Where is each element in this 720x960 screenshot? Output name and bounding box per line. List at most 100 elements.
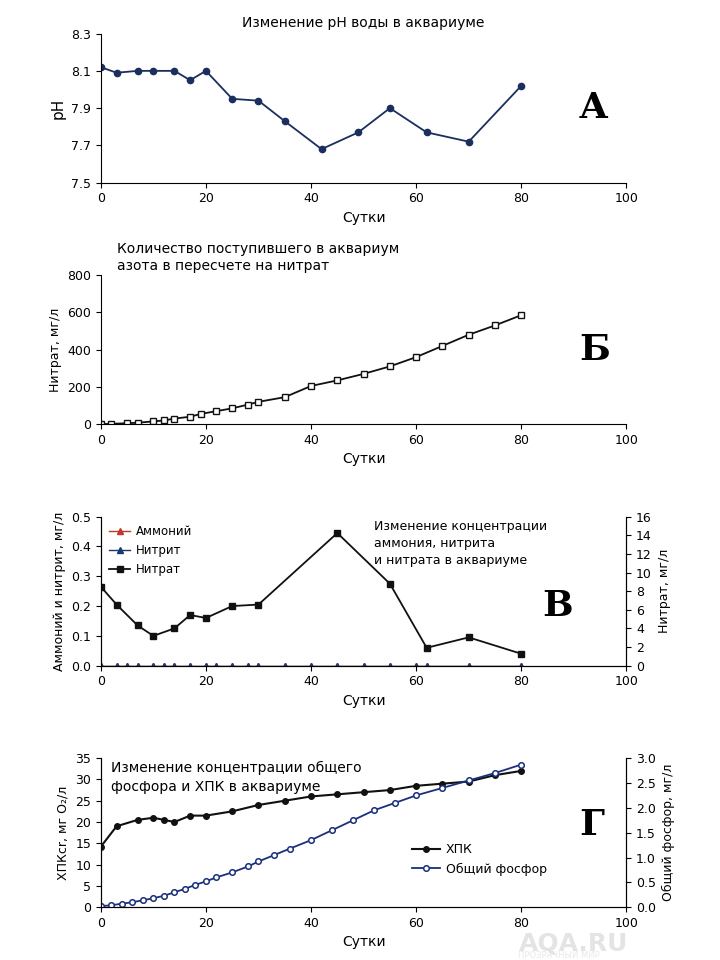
ХПК <box>438 778 446 789</box>
Общий фосфор <box>391 797 400 808</box>
Нитрат <box>202 612 210 624</box>
Общий фосфор <box>170 886 179 898</box>
Y-axis label: ХПКcr, мг O₂/л: ХПКcr, мг O₂/л <box>57 785 70 879</box>
ХПК <box>112 821 121 832</box>
ХПК <box>228 805 236 817</box>
Text: Г: Г <box>579 808 604 842</box>
Нитрат <box>96 581 105 592</box>
Y-axis label: pH: pH <box>50 98 66 119</box>
Нитрат <box>254 599 263 611</box>
ХПК <box>307 791 315 803</box>
Нитрит <box>333 660 342 671</box>
Общий фосфор <box>286 843 294 854</box>
Нитрит <box>160 660 168 671</box>
Y-axis label: Нитрат, мг/л: Нитрат, мг/л <box>657 549 670 634</box>
Нитрат <box>333 527 342 539</box>
Общий фосфор <box>96 900 105 912</box>
Аммоний <box>170 660 179 671</box>
Line: Нитрит: Нитрит <box>97 662 525 669</box>
Нитрит <box>359 660 368 671</box>
ХПК <box>133 814 142 826</box>
Общий фосфор <box>307 834 315 846</box>
Аммоний <box>149 660 158 671</box>
Title: Изменение pH воды в аквариуме: Изменение pH воды в аквариуме <box>243 15 485 30</box>
Аммоний <box>122 660 132 671</box>
Общий фосфор <box>243 861 252 873</box>
ХПК <box>149 812 158 824</box>
ХПК <box>281 795 289 806</box>
X-axis label: Сутки: Сутки <box>342 694 385 708</box>
Общий фосфор <box>412 790 420 802</box>
Аммоний <box>333 660 342 671</box>
Line: Общий фосфор: Общий фосфор <box>98 762 524 909</box>
Общий фосфор <box>202 876 210 887</box>
Нитрит <box>386 660 395 671</box>
Text: В: В <box>542 589 573 623</box>
Аммоний <box>133 660 142 671</box>
ХПК <box>464 776 473 787</box>
Нитрит <box>254 660 263 671</box>
X-axis label: Сутки: Сутки <box>342 935 385 949</box>
Text: А: А <box>579 91 608 125</box>
Аммоний <box>517 660 526 671</box>
Аммоний <box>202 660 210 671</box>
Legend: ХПК, Общий фосфор: ХПК, Общий фосфор <box>407 838 552 880</box>
Нитрит <box>243 660 252 671</box>
ХПК <box>160 814 168 826</box>
Нитрат <box>170 623 179 635</box>
X-axis label: Сутки: Сутки <box>342 211 385 225</box>
Нитрат <box>228 600 236 612</box>
Text: Количество поступившего в аквариум
азота в пересчете на нитрат: Количество поступившего в аквариум азота… <box>117 242 399 273</box>
Аммоний <box>423 660 431 671</box>
Аммоний <box>464 660 473 671</box>
Аммоний <box>281 660 289 671</box>
Аммоний <box>307 660 315 671</box>
Нитрат <box>464 632 473 643</box>
Нитрит <box>281 660 289 671</box>
ХПК <box>202 810 210 822</box>
Нитрат <box>149 630 158 641</box>
Аммоний <box>212 660 221 671</box>
Аммоний <box>386 660 395 671</box>
Общий фосфор <box>464 775 473 786</box>
Аммоний <box>96 660 105 671</box>
Общий фосфор <box>138 895 147 906</box>
Общий фосфор <box>191 879 199 891</box>
ХПК <box>333 788 342 800</box>
Общий фосфор <box>254 855 263 867</box>
Общий фосфор <box>181 883 189 895</box>
Аммоний <box>112 660 121 671</box>
Общий фосфор <box>149 893 158 904</box>
Аммоний <box>243 660 252 671</box>
Y-axis label: Нитрат, мг/л: Нитрат, мг/л <box>48 307 61 392</box>
Нитрат <box>186 610 194 621</box>
ХПК <box>96 841 105 852</box>
Text: Б: Б <box>579 333 610 367</box>
ХПК <box>517 765 526 777</box>
Line: Нитрат: Нитрат <box>98 530 524 657</box>
ХПК <box>412 780 420 792</box>
ХПК <box>170 816 179 828</box>
Нитрит <box>464 660 473 671</box>
Text: AQA.RU: AQA.RU <box>518 931 628 955</box>
ХПК <box>359 786 368 798</box>
Legend: Аммоний, Нитрит, Нитрат: Аммоний, Нитрит, Нитрат <box>104 520 197 581</box>
Нитрит <box>202 660 210 671</box>
Аммоний <box>160 660 168 671</box>
Общий фосфор <box>270 850 279 861</box>
Общий фосфор <box>517 758 526 770</box>
Нитрит <box>149 660 158 671</box>
Нитрат <box>423 642 431 654</box>
X-axis label: Сутки: Сутки <box>342 452 385 467</box>
Аммоний <box>412 660 420 671</box>
ХПК <box>491 769 500 780</box>
Общий фосфор <box>491 767 500 779</box>
Нитрит <box>170 660 179 671</box>
Нитрит <box>228 660 236 671</box>
Общий фосфор <box>160 890 168 901</box>
Общий фосфор <box>107 900 116 911</box>
Нитрит <box>412 660 420 671</box>
Общий фосфор <box>117 898 126 909</box>
Общий фосфор <box>228 867 236 878</box>
Общий фосфор <box>370 804 379 816</box>
